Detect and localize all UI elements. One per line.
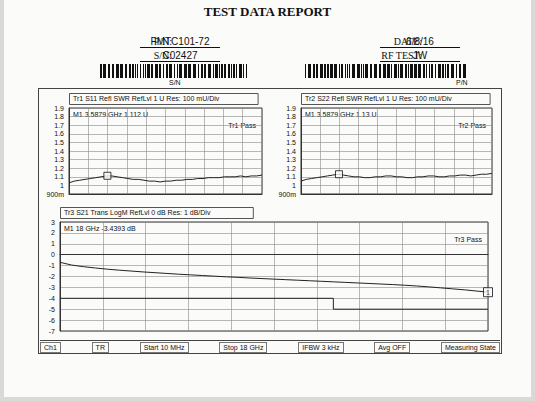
svg-text:0: 0 bbox=[51, 251, 55, 258]
svg-text:1.8: 1.8 bbox=[286, 113, 296, 120]
html-text:C02427: C02427 bbox=[162, 50, 198, 61]
html-text:6/8/16: 6/8/16 bbox=[406, 36, 434, 47]
html-text:Avg OFF: Avg OFF bbox=[378, 343, 407, 351]
html-text:FMTC101-72: FMTC101-72 bbox=[150, 36, 210, 47]
html-text:P/N: P/N bbox=[456, 79, 468, 86]
html-text:TR: TR bbox=[95, 343, 105, 351]
svg-text:Tr1 S11 Refl SWR RefLvl 1 U Re: Tr1 S11 Refl SWR RefLvl 1 U Res: 100 mU/… bbox=[73, 95, 220, 102]
svg-text:M1 3.5879 GHz 1.112 U: M1 3.5879 GHz 1.112 U bbox=[73, 111, 148, 118]
svg-text:1.8: 1.8 bbox=[54, 113, 64, 120]
svg-text:1.2: 1.2 bbox=[286, 165, 296, 172]
html-text:S/N: S/N bbox=[169, 79, 181, 86]
svg-text:-7: -7 bbox=[49, 328, 55, 335]
svg-text:-6: -6 bbox=[49, 317, 55, 324]
html-text:RF TEST:: RF TEST: bbox=[381, 50, 422, 61]
html-text:TEST DATA REPORT: TEST DATA REPORT bbox=[203, 4, 332, 19]
svg-text:1.5: 1.5 bbox=[286, 139, 296, 146]
svg-text:1.4: 1.4 bbox=[54, 148, 64, 155]
svg-text:2: 2 bbox=[51, 229, 55, 236]
html-text:Ch1: Ch1 bbox=[44, 343, 57, 351]
svg-text:-5: -5 bbox=[49, 306, 55, 313]
svg-text:1.7: 1.7 bbox=[54, 122, 64, 129]
svg-text:3: 3 bbox=[51, 219, 55, 226]
svg-text:Tr2 S22 Refl SWR RefLvl 1 U Re: Tr2 S22 Refl SWR RefLvl 1 U Res: 100 mU/… bbox=[305, 95, 452, 102]
svg-text:Tr3 Pass: Tr3 Pass bbox=[454, 236, 482, 243]
html-text:DATE:: DATE: bbox=[393, 36, 422, 47]
html-text:Measuring State: Measuring State bbox=[445, 343, 496, 351]
svg-text:1: 1 bbox=[292, 182, 296, 189]
svg-text:-4: -4 bbox=[49, 295, 55, 302]
svg-text:1: 1 bbox=[60, 182, 64, 189]
svg-text:1.2: 1.2 bbox=[54, 165, 64, 172]
svg-text:1.4: 1.4 bbox=[286, 148, 296, 155]
svg-text:1.6: 1.6 bbox=[286, 130, 296, 137]
html-text:IFBW 3 kHz: IFBW 3 kHz bbox=[302, 343, 340, 351]
svg-text:900m: 900m bbox=[278, 191, 296, 198]
svg-text:1.9: 1.9 bbox=[54, 105, 64, 112]
html-text:Start 10 MHz: Start 10 MHz bbox=[143, 343, 185, 351]
svg-text:-1: -1 bbox=[49, 262, 55, 269]
svg-text:1: 1 bbox=[486, 289, 490, 296]
svg-text:Tr3 S21 Trans LogM RefLvl 0 dB: Tr3 S21 Trans LogM RefLvl 0 dB Res: 1 dB… bbox=[64, 209, 211, 217]
svg-text:1.7: 1.7 bbox=[286, 122, 296, 129]
svg-text:1.1: 1.1 bbox=[286, 173, 296, 180]
svg-text:1: 1 bbox=[51, 240, 55, 247]
svg-text:-2: -2 bbox=[49, 273, 55, 280]
svg-text:Tr2 Pass: Tr2 Pass bbox=[458, 122, 486, 129]
svg-text:-3: -3 bbox=[49, 284, 55, 291]
svg-text:1.9: 1.9 bbox=[286, 105, 296, 112]
html-text:S/N:: S/N: bbox=[153, 50, 172, 61]
svg-text:1.6: 1.6 bbox=[54, 130, 64, 137]
html-text:Stop 18 GHz: Stop 18 GHz bbox=[223, 343, 264, 351]
svg-text:M1 3.5879 GHz 1.13 U: M1 3.5879 GHz 1.13 U bbox=[305, 111, 377, 118]
svg-text:1.5: 1.5 bbox=[54, 139, 64, 146]
svg-text:900m: 900m bbox=[46, 191, 64, 198]
svg-text:M1 18 GHz -3.4393 dB: M1 18 GHz -3.4393 dB bbox=[64, 225, 136, 232]
svg-text:1.3: 1.3 bbox=[286, 156, 296, 163]
svg-text:1.1: 1.1 bbox=[54, 173, 64, 180]
svg-text:1.3: 1.3 bbox=[54, 156, 64, 163]
html-text:JW: JW bbox=[412, 50, 428, 61]
html-text:P/N:: P/N: bbox=[153, 36, 172, 47]
